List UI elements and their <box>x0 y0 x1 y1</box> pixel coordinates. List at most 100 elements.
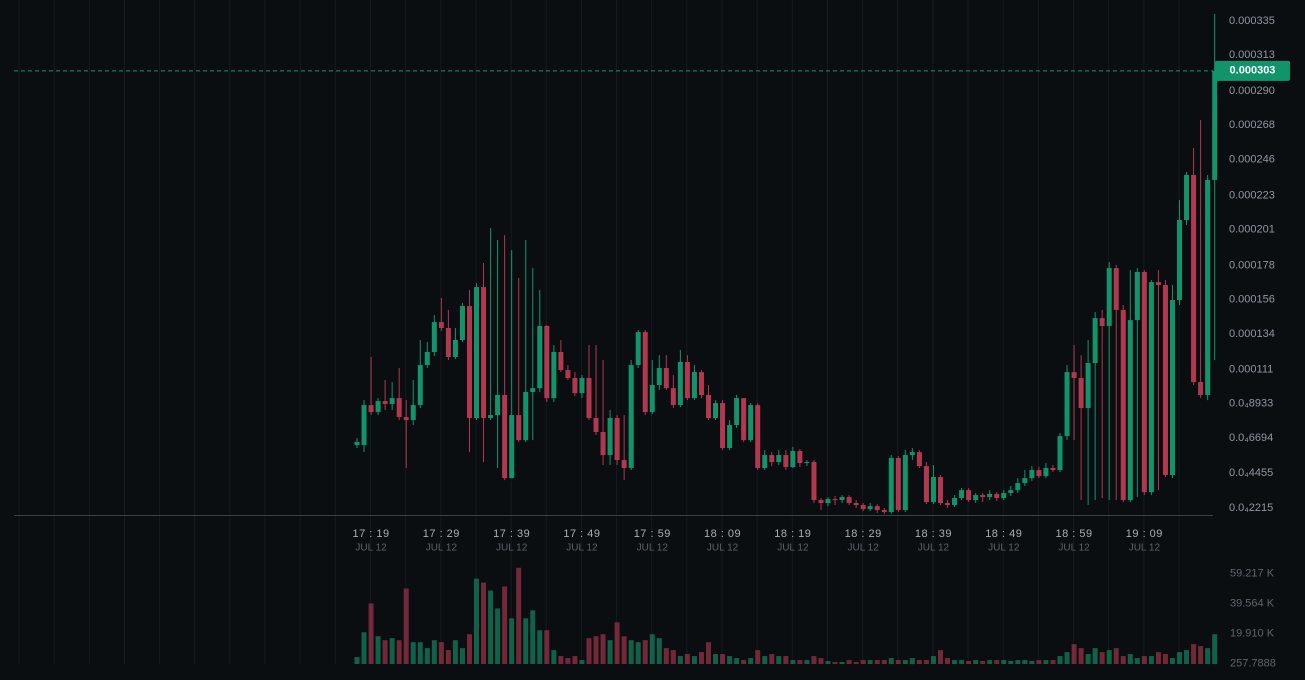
volume-bar <box>396 640 402 664</box>
candle-body <box>1029 470 1035 479</box>
volume-tick-label: 19.910 K <box>1230 627 1275 639</box>
volume-bar <box>790 660 796 664</box>
candle-body <box>741 398 747 441</box>
candle-body <box>614 418 620 461</box>
volume-bar <box>811 656 817 664</box>
candle-body <box>586 377 592 419</box>
candle-body <box>502 394 508 479</box>
volume-bar <box>551 650 557 664</box>
volume-bar <box>565 658 571 664</box>
volume-bar <box>586 638 592 664</box>
candle-body <box>593 418 599 433</box>
x-tick-date: JUL 12 <box>847 543 879 554</box>
volume-bar <box>1184 650 1190 664</box>
volume-bar <box>1120 656 1126 664</box>
y-tick-label: 0.000178 <box>1229 259 1275 271</box>
volume-bar <box>706 642 711 664</box>
volume-bar <box>867 660 873 664</box>
candle-body <box>734 398 740 426</box>
x-tick-date: JUL 12 <box>1129 543 1161 554</box>
volume-bar <box>607 640 613 664</box>
candle-body <box>361 405 367 446</box>
volume-bar <box>1169 658 1175 664</box>
candle-body <box>466 306 472 419</box>
volume-bar <box>1085 654 1091 664</box>
volume-bar <box>846 660 852 664</box>
volume-bar <box>1106 650 1112 664</box>
candle-body <box>368 405 374 413</box>
candle-body <box>980 495 986 498</box>
volume-bar <box>684 654 690 664</box>
volume-bar <box>628 640 634 664</box>
candle-body <box>474 287 480 419</box>
volume-bar <box>488 590 494 664</box>
candle-body <box>1205 179 1211 395</box>
volume-bar <box>509 618 515 664</box>
volume-bar <box>895 660 901 664</box>
candle-body <box>1212 70 1218 180</box>
volume-bar <box>748 658 754 664</box>
volume-tick-label: 59.217 K <box>1230 567 1275 579</box>
current-price-label: 0.000303 <box>1230 65 1276 77</box>
candle-body <box>776 455 782 463</box>
volume-bar <box>755 650 761 664</box>
candle-body <box>839 497 845 501</box>
candle-body <box>691 372 697 399</box>
y-tick-label: 0.000111 <box>1229 364 1273 376</box>
volume-bar <box>1141 656 1147 664</box>
candle-body <box>987 493 993 498</box>
y-tick-label: 0.000223 <box>1229 189 1275 201</box>
x-tick-date: JUL 12 <box>918 543 950 554</box>
candle-body <box>1057 436 1063 471</box>
volume-bar <box>980 661 986 664</box>
x-tick-time: 17 : 39 <box>493 528 530 540</box>
candle-body <box>952 498 958 506</box>
candle-body <box>973 495 979 501</box>
volume-bar <box>474 578 480 664</box>
volume-bar <box>452 640 458 664</box>
volume-bar <box>600 634 606 664</box>
candle-body <box>1177 219 1183 300</box>
volume-bar <box>656 638 662 664</box>
volume-bar <box>860 660 866 664</box>
candle-body <box>888 458 894 513</box>
candle-body <box>1071 372 1077 378</box>
volume-bar <box>558 656 564 664</box>
volume-bar <box>417 642 423 664</box>
volume-bar <box>797 660 803 664</box>
y-tick-label: 0.0₄2215 <box>1229 502 1273 514</box>
volume-bar <box>481 582 487 664</box>
x-tick-date: JUL 12 <box>707 543 739 554</box>
volume-bar <box>537 630 543 664</box>
x-tick-date: JUL 12 <box>777 543 809 554</box>
candle-body <box>755 405 761 468</box>
volume-bar <box>544 630 550 664</box>
candle-body <box>1085 363 1091 409</box>
y-tick-label: 0.0₄4455 <box>1229 467 1273 479</box>
volume-bar <box>916 660 922 664</box>
volume-bar <box>368 603 374 664</box>
candle-body <box>762 455 768 468</box>
candle-body <box>790 451 796 468</box>
volume-bar <box>691 656 697 664</box>
candle-body <box>649 385 655 413</box>
candle-body <box>1106 268 1112 326</box>
volume-bar <box>839 662 845 664</box>
volume-bar <box>424 648 430 664</box>
candle-body <box>895 458 901 511</box>
candle-body <box>713 403 719 419</box>
volume-bar <box>1148 656 1154 664</box>
volume-bar <box>776 656 782 664</box>
candle-body <box>389 398 395 404</box>
volume-bar <box>853 662 859 664</box>
y-tick-label: 0.000134 <box>1229 328 1275 340</box>
y-tick-label: 0.000201 <box>1229 224 1275 236</box>
candle-body <box>481 287 487 419</box>
candle-body <box>1001 493 1007 499</box>
candle-body <box>1198 382 1204 395</box>
candle-body <box>558 351 564 371</box>
x-tick-time: 18 : 49 <box>985 528 1022 540</box>
candle-body <box>1099 318 1105 326</box>
x-tick-time: 18 : 19 <box>774 528 811 540</box>
